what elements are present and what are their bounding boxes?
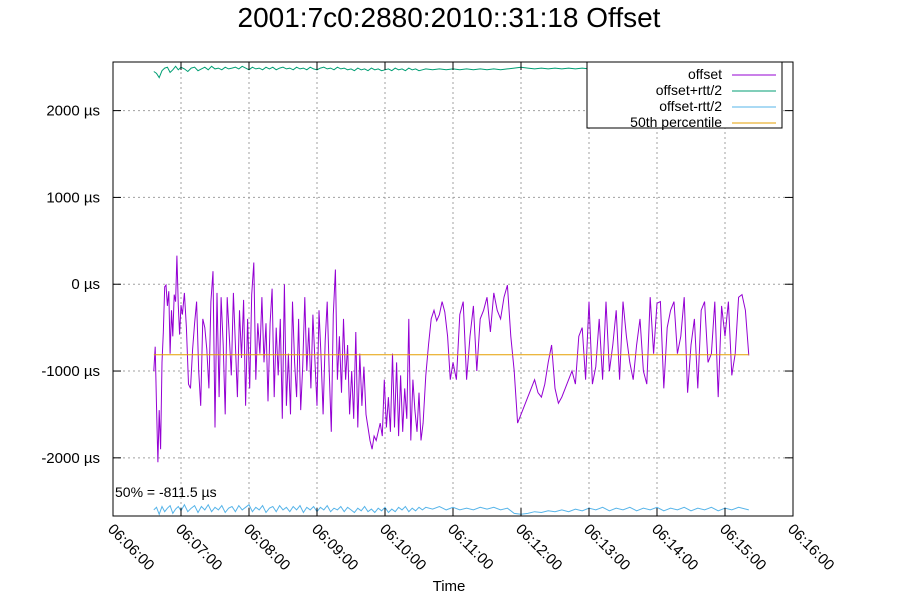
legend-label: offset	[688, 66, 722, 82]
x-tick-label: 06:16:00	[784, 521, 837, 574]
legend-label: offset+rtt/2	[656, 82, 722, 98]
x-tick-label: 06:10:00	[376, 521, 429, 574]
y-tick-label: 1000 µs	[46, 189, 100, 206]
percentile-annotation: 50% = -811.5 µs	[115, 484, 217, 500]
x-tick-label: 06:12:00	[512, 521, 565, 574]
x-tick-label: 06:07:00	[172, 521, 225, 574]
legend-label: 50th percentile	[630, 114, 722, 130]
x-tick-label: 06:06:00	[104, 521, 157, 574]
legend-box	[586, 61, 783, 129]
x-tick-label: 06:15:00	[716, 521, 769, 574]
series-line-offset-minus	[153, 503, 749, 516]
x-axis-label: Time	[433, 578, 466, 595]
x-tick-label: 06:11:00	[444, 521, 497, 574]
y-axis-ticks: 2000 µs 1000 µs 0 µs -1000 µs -2000 µs	[41, 103, 793, 467]
y-tick-label: 2000 µs	[46, 103, 100, 120]
legend-label: offset-rtt/2	[659, 98, 722, 114]
y-tick-label: -2000 µs	[41, 450, 100, 467]
x-tick-label: 06:09:00	[308, 521, 361, 574]
x-tick-label: 06:13:00	[580, 521, 633, 574]
y-tick-label: -1000 µs	[41, 363, 100, 380]
y-tick-label: 0 µs	[71, 276, 100, 293]
x-tick-label: 06:14:00	[648, 521, 701, 574]
series-line-offset	[153, 255, 750, 463]
x-tick-label: 06:08:00	[240, 521, 293, 574]
chart-title: 2001:7c0:2880:2010::31:18 Offset	[238, 2, 661, 33]
series-layer	[153, 65, 750, 516]
grid	[113, 62, 793, 516]
series-line-offset-plus	[153, 65, 749, 79]
